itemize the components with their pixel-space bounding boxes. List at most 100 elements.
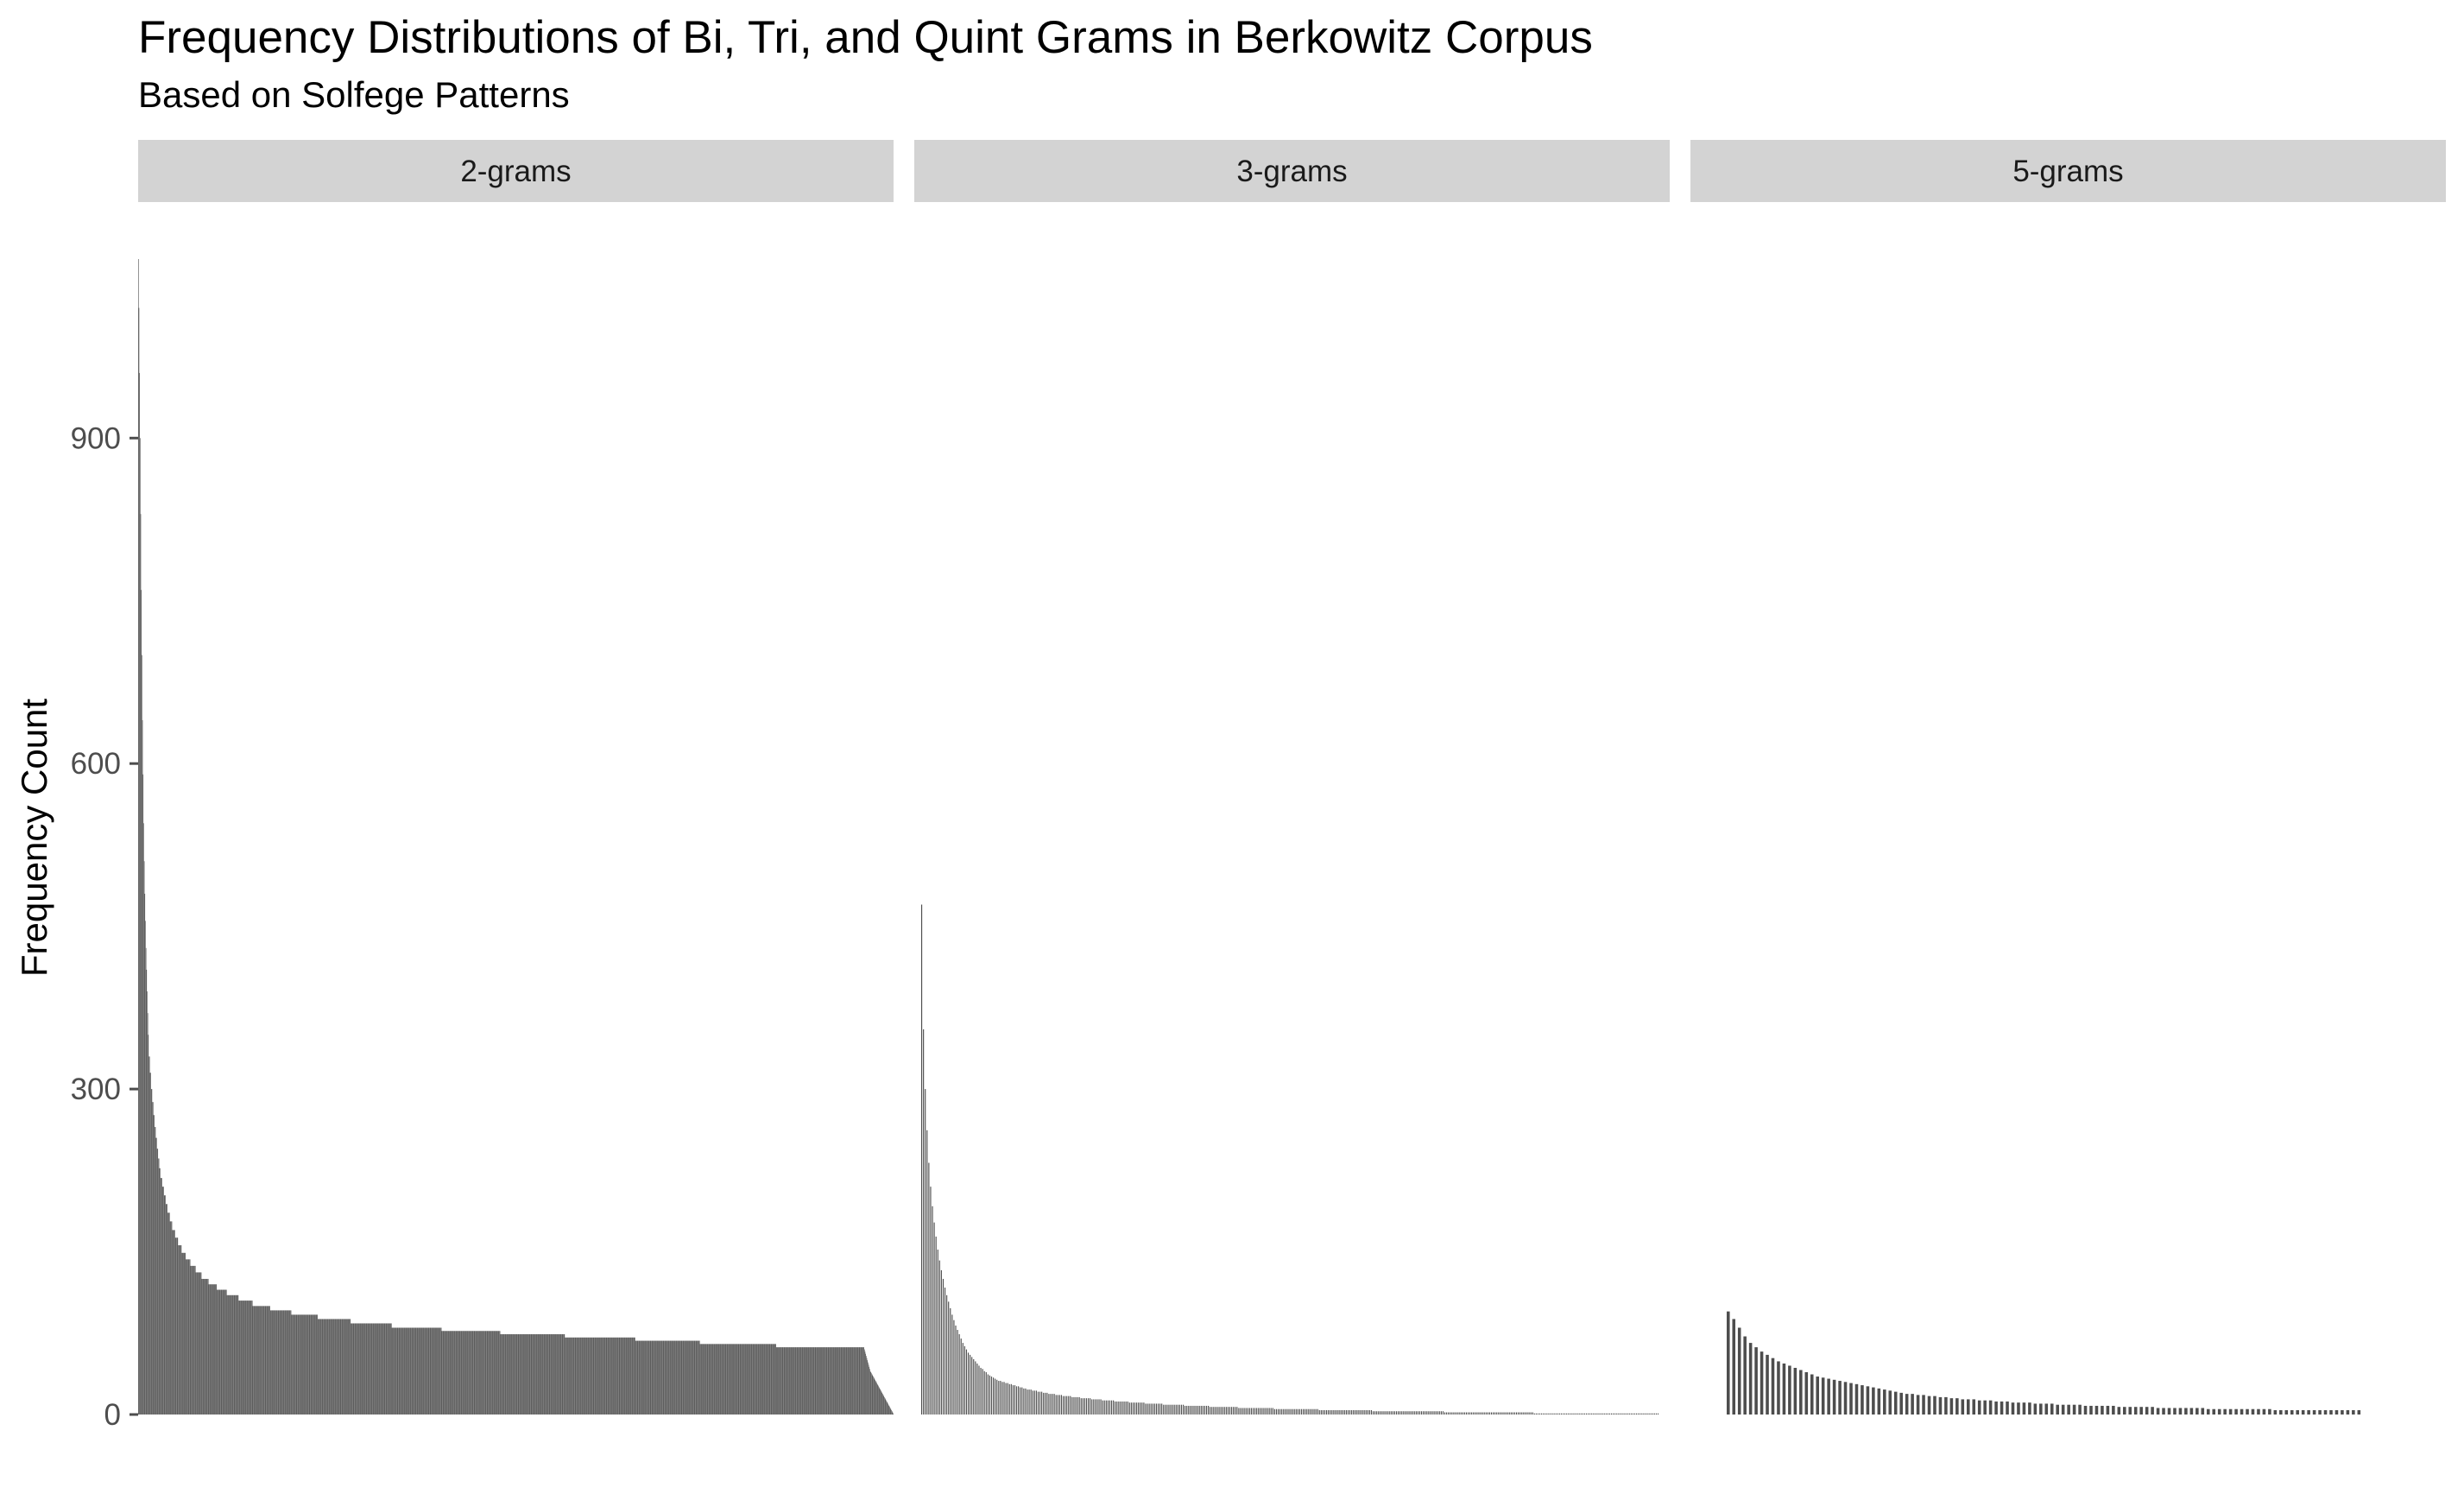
bar	[763, 1344, 765, 1415]
bar	[1550, 1413, 1551, 1415]
bar	[456, 1331, 458, 1415]
bar	[690, 1340, 692, 1415]
bar	[232, 1294, 234, 1415]
bar	[588, 1337, 590, 1415]
bar	[597, 1337, 598, 1415]
bar	[354, 1323, 356, 1415]
bar	[958, 1334, 960, 1415]
bar	[775, 1344, 776, 1415]
bar	[1295, 1408, 1297, 1415]
bar	[293, 1314, 294, 1415]
bar	[785, 1347, 787, 1415]
bar	[1358, 1409, 1360, 1415]
bar	[1650, 1413, 1652, 1415]
bar	[414, 1327, 416, 1415]
bar	[443, 1331, 445, 1415]
bar	[889, 1408, 891, 1415]
bar	[728, 1344, 730, 1415]
bar	[950, 1307, 951, 1415]
bar	[960, 1339, 962, 1415]
bar	[2162, 1408, 2165, 1415]
bar	[856, 1347, 857, 1415]
bar	[800, 1347, 802, 1415]
bar	[1138, 1402, 1140, 1415]
bar	[228, 1294, 229, 1415]
bar	[571, 1337, 572, 1415]
bar	[747, 1344, 748, 1415]
bar	[1538, 1413, 1541, 1415]
bar	[1256, 1408, 1258, 1415]
bar	[556, 1334, 558, 1415]
bar	[1021, 1387, 1023, 1415]
bar	[689, 1340, 690, 1415]
bar	[488, 1331, 490, 1415]
bar	[809, 1347, 811, 1415]
bar	[540, 1334, 541, 1415]
bar	[212, 1284, 213, 1415]
bar	[1526, 1412, 1528, 1415]
bar	[796, 1347, 798, 1415]
bar	[1310, 1408, 1311, 1415]
bar	[888, 1404, 889, 1415]
bar	[615, 1337, 616, 1415]
bar	[1267, 1408, 1268, 1415]
bar	[1553, 1413, 1555, 1415]
bar	[1084, 1398, 1085, 1415]
bar	[719, 1344, 720, 1415]
bar	[1510, 1412, 1512, 1415]
bar	[797, 1347, 799, 1415]
bar	[393, 1327, 395, 1415]
bar	[360, 1323, 362, 1415]
bar	[1134, 1402, 1136, 1415]
bar	[673, 1340, 675, 1415]
bar	[821, 1347, 822, 1415]
bar	[1292, 1408, 1293, 1415]
bar	[2257, 1408, 2260, 1415]
bar	[563, 1334, 564, 1415]
bar	[468, 1331, 470, 1415]
bar	[376, 1323, 378, 1415]
bar	[768, 1344, 769, 1415]
bar	[657, 1340, 659, 1415]
bar	[963, 1345, 965, 1415]
bar	[851, 1347, 852, 1415]
bar	[838, 1347, 839, 1415]
bar	[151, 1089, 153, 1415]
bar	[723, 1344, 724, 1415]
bar	[239, 1301, 241, 1415]
bar	[957, 1330, 958, 1415]
bar	[2039, 1403, 2043, 1415]
bar	[481, 1331, 482, 1415]
bar	[561, 1334, 563, 1415]
bar	[1480, 1412, 1482, 1415]
bar	[1123, 1401, 1125, 1415]
bar	[812, 1347, 814, 1415]
bar	[2000, 1401, 2004, 1415]
bar	[843, 1347, 845, 1415]
bar	[198, 1272, 199, 1415]
bar	[2156, 1408, 2160, 1415]
bar	[1205, 1405, 1208, 1415]
bar	[1082, 1398, 1084, 1415]
bar	[679, 1340, 681, 1415]
bar	[750, 1344, 752, 1415]
bar	[193, 1265, 194, 1415]
bar	[742, 1344, 743, 1415]
bar	[1643, 1413, 1645, 1415]
bar	[540, 1334, 541, 1415]
bar	[566, 1337, 568, 1415]
bar	[890, 1408, 892, 1415]
bar	[973, 1358, 975, 1415]
bar	[426, 1327, 427, 1415]
bar	[765, 1344, 767, 1415]
bar	[543, 1334, 545, 1415]
bar	[674, 1340, 676, 1415]
bar	[230, 1294, 231, 1415]
bar	[734, 1344, 735, 1415]
bar	[2106, 1405, 2110, 1415]
bar	[1338, 1409, 1340, 1415]
bar	[628, 1337, 629, 1415]
bar	[284, 1310, 285, 1415]
bar	[254, 1306, 256, 1415]
